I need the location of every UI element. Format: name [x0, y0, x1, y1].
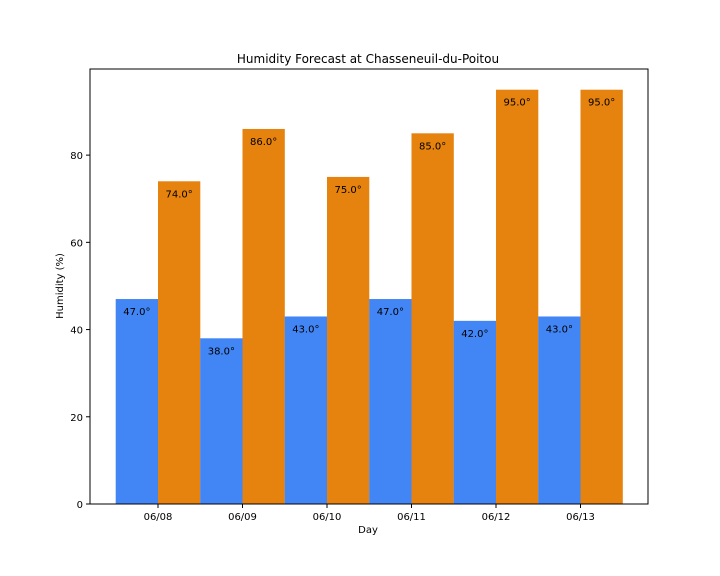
y-tick-label: 80 [70, 151, 83, 162]
y-tick-label: 40 [70, 326, 83, 337]
y-axis: 0 20 40 60 80 [70, 151, 90, 511]
data-label-series2-5: 95.0° [504, 98, 531, 109]
data-label-series2-2: 86.0° [250, 137, 277, 148]
bar-series1-5 [453, 320, 496, 504]
data-label-series1-6: 43.0° [546, 324, 573, 335]
data-labels-layer: 47.0° 74.0° 38.0° 86.0° 43.0° 75.0° 47.0° 85.0°… [123, 98, 615, 358]
x-tick-label: 06/09 [228, 512, 257, 523]
x-axis-label: Day [358, 525, 378, 536]
y-tick-label: 0 [77, 500, 83, 511]
data-label-series2-4: 85.0° [419, 141, 446, 152]
bars-layer [115, 89, 623, 505]
bar-series2-5 [496, 89, 539, 504]
bar-series2-3 [327, 176, 370, 505]
x-tick-label: 06/10 [313, 512, 342, 523]
bar-series2-6 [580, 89, 623, 504]
data-label-series2-3: 75.0° [335, 185, 362, 196]
y-tick-label: 60 [70, 238, 83, 249]
bar-series2-2 [242, 128, 285, 504]
chart-title: Humidity Forecast at Chasseneuil-du-Poit… [237, 52, 499, 66]
data-label-series1-2: 38.0° [208, 346, 235, 357]
bar-series2-4 [411, 133, 454, 504]
bar-series1-1 [115, 299, 158, 504]
data-label-series2-1: 74.0° [166, 189, 193, 200]
x-tick-label: 06/08 [144, 512, 173, 523]
bar-series1-2 [200, 338, 243, 504]
bar-series1-3 [284, 316, 327, 504]
data-label-series1-4: 47.0° [377, 307, 404, 318]
x-tick-label: 06/13 [566, 512, 595, 523]
bar-series1-4 [369, 299, 412, 504]
plot-frame [89, 68, 649, 505]
data-label-series1-1: 47.0° [123, 307, 150, 318]
bar-series1-6 [538, 316, 581, 504]
x-axis: 06/08 06/09 06/10 06/11 06/12 06/13 [144, 504, 595, 523]
data-label-series2-6: 95.0° [588, 98, 615, 109]
data-label-series1-3: 43.0° [292, 324, 319, 335]
y-axis-label: Humidity (%) [55, 253, 66, 319]
x-tick-label: 06/12 [482, 512, 511, 523]
y-tick-label: 20 [70, 413, 83, 424]
bar-series2-1 [158, 181, 201, 505]
data-label-series1-5: 42.0° [461, 329, 488, 340]
x-tick-label: 06/11 [397, 512, 426, 523]
